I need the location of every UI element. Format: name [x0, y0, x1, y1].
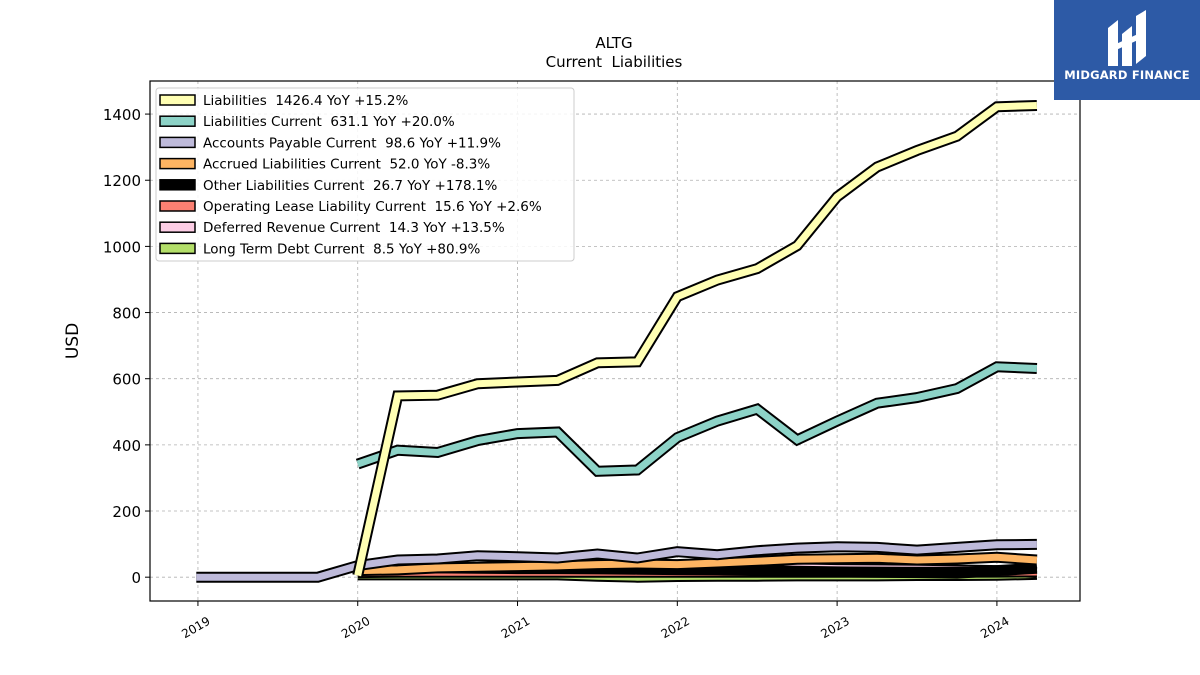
series-outline [355, 361, 1038, 477]
series-line [196, 540, 1037, 581]
x-tick-label: 2021 [499, 614, 532, 641]
y-tick-label: 1200 [103, 172, 141, 190]
legend-entry: Liabilities Current 631.1 YoY +20.0% [159, 114, 455, 130]
x-tick-label: 2024 [978, 614, 1011, 641]
legend-entry: Liabilities 1426.4 YoY +15.2% [159, 93, 408, 109]
legend: Liabilities 1426.4 YoY +15.2% Liabilities… [155, 87, 575, 262]
series-liabilities [352, 100, 1038, 577]
legend-swatch [159, 242, 196, 255]
legend-label: Accrued Liabilities Current 52.0 YoY -8.… [203, 157, 490, 173]
legend-swatch [159, 115, 196, 127]
legend-entry: Accounts Payable Current 98.6 YoY +11.9% [159, 135, 501, 151]
x-tick-label: 2020 [339, 614, 372, 641]
y-tick-label: 0 [131, 569, 141, 587]
legend-swatch [159, 221, 196, 233]
y-tick-label: 400 [112, 437, 141, 455]
legend-entry: Other Liabilities Current 26.7 YoY +178.… [159, 178, 498, 194]
y-axis-label: USD [63, 323, 83, 359]
y-tick-label: 1400 [103, 106, 141, 124]
legend-box [155, 87, 575, 262]
chart-title: ALTG [595, 34, 632, 52]
chart-subtitle: Current Liabilities [546, 53, 683, 71]
x-tick-label: 2019 [179, 614, 212, 641]
y-tick-label: 1000 [103, 238, 141, 256]
legend-swatch [159, 200, 196, 212]
plot-frame [149, 80, 1081, 602]
legend-entry: Deferred Revenue Current 14.3 YoY +13.5% [159, 220, 505, 236]
logo-text: MIDGARD FINANCE [1064, 68, 1190, 82]
legend-entry: Accrued Liabilities Current 52.0 YoY -8.… [159, 157, 490, 173]
y-tick-label: 600 [112, 371, 141, 389]
legend-swatch [159, 94, 196, 106]
logo-mark-icon [1108, 10, 1146, 66]
legend-label: Liabilities Current 631.1 YoY +20.0% [203, 114, 455, 130]
y-tick-label: 200 [112, 503, 141, 521]
x-tick-label: 2022 [659, 614, 692, 641]
y-tick-label: 800 [112, 305, 141, 323]
series-line [357, 553, 1038, 575]
series-accounts-payable-current [196, 538, 1037, 583]
legend-swatch [159, 136, 196, 149]
brand-logo: MIDGARD FINANCE [1054, 0, 1200, 100]
legend-swatch [159, 179, 196, 191]
legend-label: Liabilities 1426.4 YoY +15.2% [203, 93, 408, 109]
legend-label: Deferred Revenue Current 14.3 YoY +13.5% [203, 220, 505, 236]
series-line [356, 363, 1038, 475]
legend-label: Long Term Debt Current 8.5 YoY +80.9% [203, 241, 480, 257]
legend-entry: Long Term Debt Current 8.5 YoY +80.9% [159, 241, 480, 257]
x-tick-label: 2023 [818, 614, 851, 641]
legend-label: Other Liabilities Current 26.7 YoY +178.… [203, 178, 498, 194]
series-line [354, 102, 1038, 577]
legend-swatch [159, 157, 196, 170]
legend-entry: Operating Lease Liability Current 15.6 Y… [159, 199, 542, 215]
legend-label: Accounts Payable Current 98.6 YoY +11.9% [203, 135, 501, 151]
series-layer [196, 100, 1038, 583]
series-accrued-liabilities-current [357, 551, 1038, 577]
legend-label: Operating Lease Liability Current 15.6 Y… [203, 199, 542, 215]
series-liabilities-current [355, 361, 1038, 477]
